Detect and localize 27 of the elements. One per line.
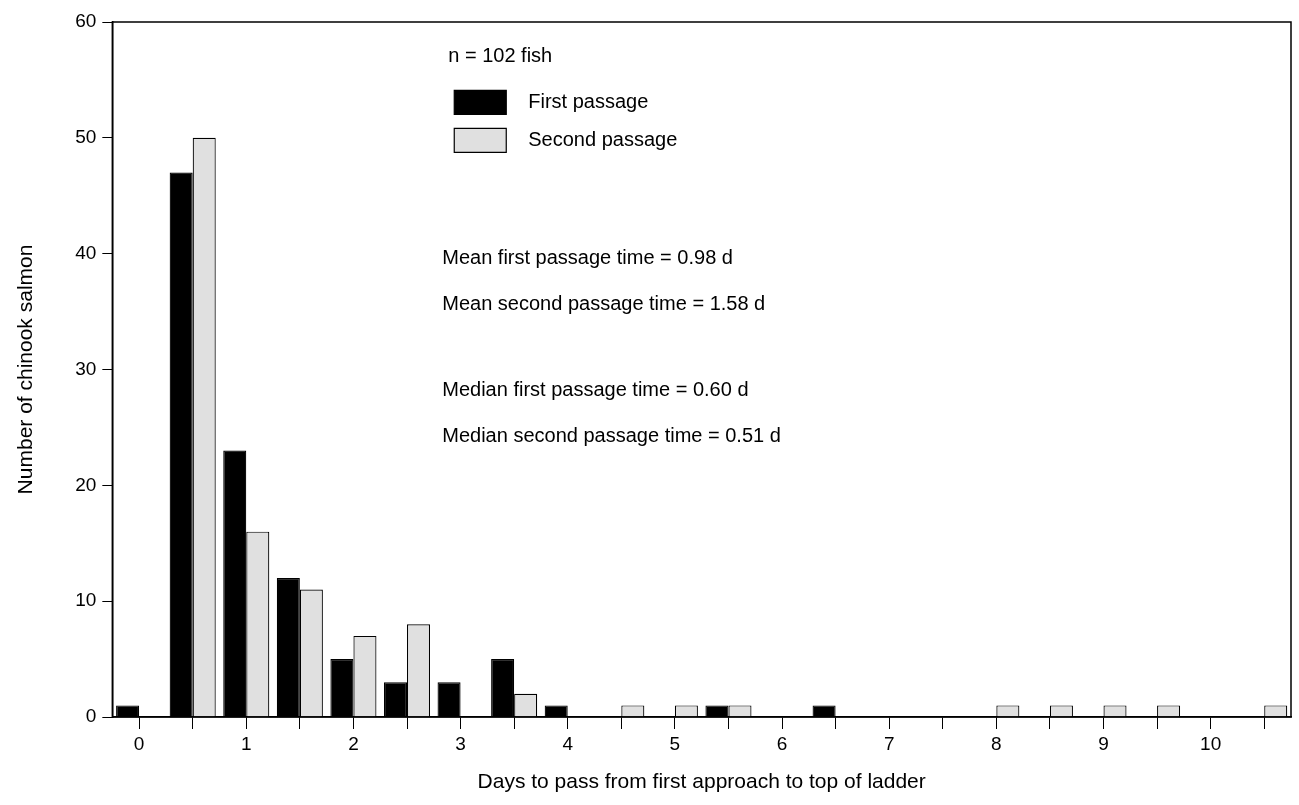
x-tick-label: 7 <box>883 732 895 754</box>
y-tick-label: 0 <box>85 705 97 727</box>
y-tick-label: 10 <box>75 589 97 611</box>
y-tick-label: 50 <box>75 126 97 148</box>
y-tick-label: 40 <box>75 241 97 263</box>
annotation: Median second passage time = 0.51 d <box>442 423 781 446</box>
y-tick-label: 30 <box>75 357 97 379</box>
legend-label: Second passage <box>528 127 678 150</box>
x-tick-label: 1 <box>240 732 252 754</box>
x-tick-label: 0 <box>133 732 145 754</box>
x-tick-label: 9 <box>1098 732 1109 754</box>
x-tick-label: 8 <box>991 732 1002 754</box>
legend-label: First passage <box>528 89 649 112</box>
x-axis-title: Days to pass from first approach to top of ladder <box>477 769 926 793</box>
x-tick-label: 6 <box>776 732 788 754</box>
annotation: Median first passage time = 0.60 d <box>442 377 749 400</box>
x-tick-label: 5 <box>669 732 681 754</box>
x-tick-label: 3 <box>455 732 466 754</box>
y-tick-label: 20 <box>75 473 97 495</box>
annotation: Mean second passage time = 1.58 d <box>442 291 766 314</box>
legend-title: n = 102 fish <box>448 43 553 66</box>
x-tick-label: 4 <box>562 732 574 754</box>
x-tick-label: 10 <box>1200 732 1222 754</box>
y-axis-title: Number of chinook salmon <box>13 244 37 495</box>
x-tick-label: 2 <box>348 732 359 754</box>
annotation: Mean first passage time = 0.98 d <box>442 245 733 268</box>
y-tick-label: 60 <box>75 10 97 32</box>
